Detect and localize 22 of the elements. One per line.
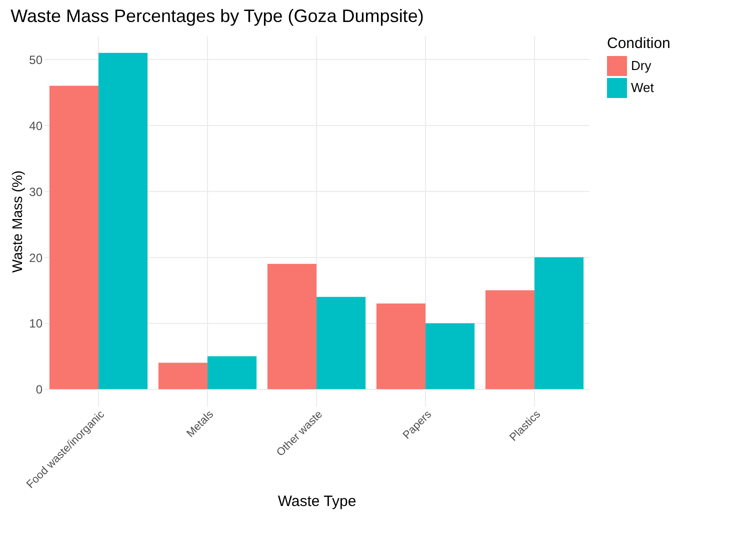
bar — [316, 296, 366, 390]
bar — [534, 257, 584, 390]
x-axis-title: Waste Type — [278, 493, 356, 510]
y-tick-label: 30 — [29, 184, 43, 199]
y-tick-label: 0 — [36, 382, 43, 397]
y-tick-label: 50 — [29, 52, 43, 67]
legend-title: Condition — [607, 35, 670, 52]
bar — [267, 264, 316, 390]
bar — [376, 303, 426, 390]
chart-title: Waste Mass Percentages by Type (Goza Dumpsite) — [10, 6, 424, 26]
bar — [158, 362, 208, 390]
bar — [485, 290, 534, 390]
bar — [208, 356, 257, 390]
bar — [49, 86, 98, 390]
legend-label: Dry — [631, 58, 652, 73]
y-tick-label: 40 — [29, 118, 43, 133]
y-tick-label: 20 — [29, 250, 43, 265]
bar — [98, 52, 148, 390]
legend-label: Wet — [631, 80, 654, 95]
y-axis-title: Waste Mass (%) — [9, 170, 26, 273]
y-tick-label: 10 — [29, 316, 43, 331]
bar — [426, 323, 475, 390]
